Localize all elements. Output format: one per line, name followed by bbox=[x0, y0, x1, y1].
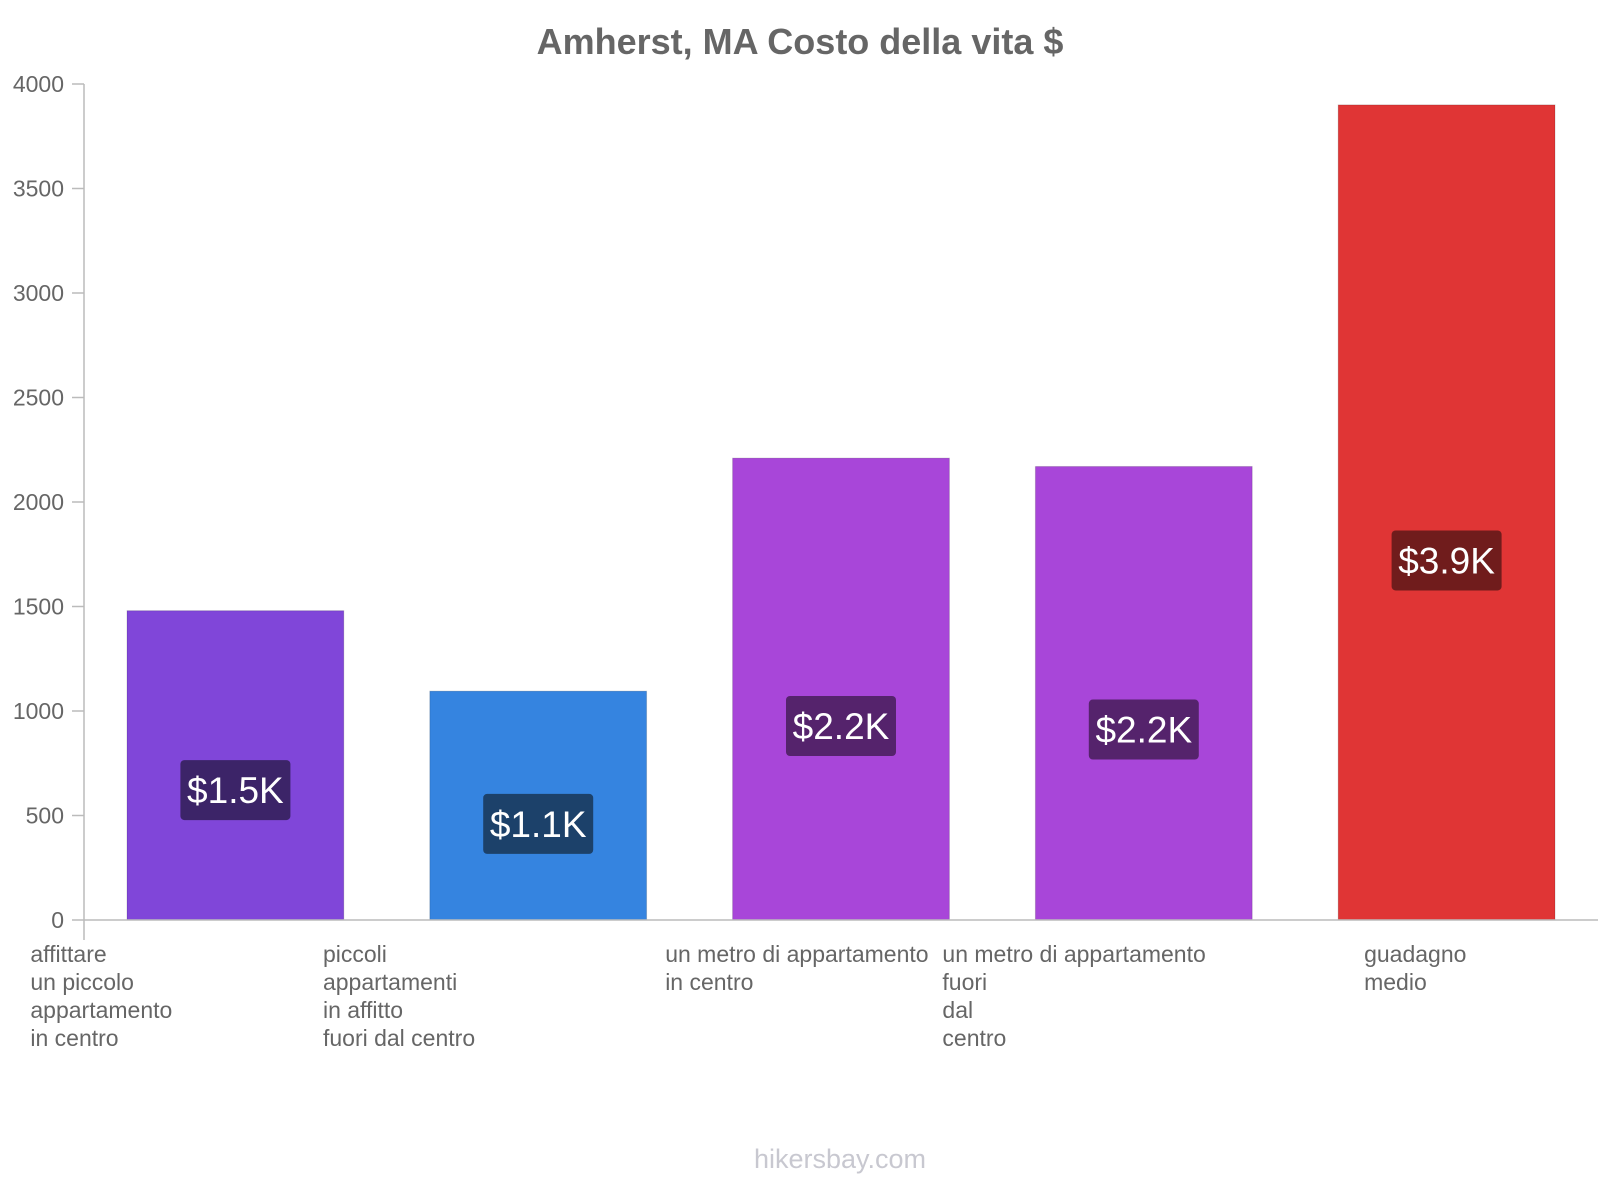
x-tick-label: un metro di appartamento in centro bbox=[665, 941, 928, 995]
y-tick-label: 0 bbox=[51, 907, 64, 933]
data-label: $3.9K bbox=[1398, 540, 1495, 581]
x-tick-label-line: affittare bbox=[30, 941, 106, 967]
y-tick-label: 2500 bbox=[13, 385, 64, 411]
y-tick-label: 3500 bbox=[13, 176, 64, 202]
x-tick-label-line: un metro di appartamento bbox=[942, 941, 1205, 967]
y-axis: 0 500 1000 1500 2000 2500 3000 3500 4000 bbox=[13, 71, 85, 940]
y-tick-label: 2000 bbox=[13, 489, 64, 515]
x-tick-label: guadagno medio bbox=[1364, 941, 1466, 995]
x-tick-label-line: dal bbox=[942, 997, 973, 1023]
bar bbox=[1337, 104, 1556, 921]
x-tick-label-line: un piccolo bbox=[30, 969, 134, 995]
x-tick-label-line: appartamento bbox=[30, 997, 172, 1023]
data-label: $1.1K bbox=[490, 804, 587, 845]
x-tick-label-line: centro bbox=[942, 1025, 1006, 1051]
data-label-background bbox=[786, 696, 896, 757]
bar bbox=[732, 457, 950, 921]
x-axis: affittare un piccolo appartamento in centro… bbox=[30, 919, 1598, 1051]
data-label: $1.5K bbox=[187, 770, 284, 811]
y-tick-label: 4000 bbox=[13, 71, 64, 97]
x-tick-label-line: fuori bbox=[942, 969, 987, 995]
bars bbox=[126, 104, 1556, 921]
x-tick-label-line: in affitto bbox=[323, 997, 403, 1023]
watermark: hikersbay.com bbox=[754, 1144, 926, 1174]
x-tick-label: affittare un piccolo appartamento in centro bbox=[30, 941, 172, 1051]
data-label: $2.2K bbox=[793, 706, 890, 747]
data-label-background bbox=[1088, 699, 1199, 760]
y-tick-label: 1000 bbox=[13, 698, 64, 724]
x-tick-label-line: appartamenti bbox=[323, 969, 457, 995]
x-tick-label-line: guadagno bbox=[1364, 941, 1466, 967]
data-label: $2.2K bbox=[1095, 710, 1192, 751]
x-tick-label-line: un metro di appartamento bbox=[665, 941, 928, 967]
x-tick-label: piccoli appartamenti in affitto fuori dal c… bbox=[323, 941, 475, 1051]
bar bbox=[1034, 465, 1253, 921]
data-labels: $1.5K $1.1K $2.2K $2.2K $3.9K bbox=[180, 530, 1502, 854]
y-tick-label: 1500 bbox=[13, 594, 64, 620]
x-tick-label-line: medio bbox=[1364, 969, 1427, 995]
x-tick-label: un metro di appartamento fuori dal centro bbox=[942, 941, 1205, 1051]
x-tick-label-line: fuori dal centro bbox=[323, 1025, 475, 1051]
data-label-background bbox=[1391, 530, 1502, 591]
x-tick-label-line: in centro bbox=[30, 1025, 118, 1051]
x-tick-label-line: in centro bbox=[665, 969, 753, 995]
y-tick-label: 500 bbox=[26, 803, 64, 829]
x-tick-label-line: piccoli bbox=[323, 941, 387, 967]
data-label-background bbox=[483, 793, 594, 854]
chart-title: Amherst, MA Costo della vita $ bbox=[537, 21, 1064, 62]
data-label-background bbox=[180, 760, 291, 821]
y-tick-label: 3000 bbox=[13, 280, 64, 306]
